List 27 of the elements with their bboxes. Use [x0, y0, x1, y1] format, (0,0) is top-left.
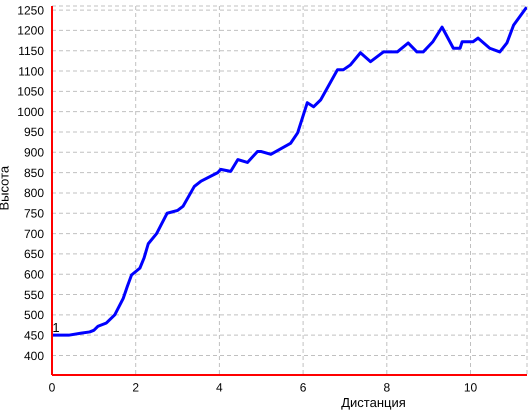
- y-tick-label: 1050: [17, 84, 44, 99]
- y-tick-label: 700: [24, 226, 44, 241]
- y-tick-label: 900: [24, 146, 44, 160]
- y-tick-label: 1000: [17, 104, 44, 119]
- x-axis-title: Дистанция: [341, 395, 406, 410]
- y-axis-title: Высота: [0, 165, 12, 210]
- y-tick-label: 600: [24, 267, 44, 282]
- y-tick-label: 1200: [17, 24, 44, 38]
- y-tick-label: 1150: [18, 44, 44, 58]
- y-tick-label: 400: [24, 348, 44, 363]
- y-tick-label: 500: [24, 308, 44, 322]
- y-tick-label: 450: [24, 328, 44, 342]
- y-tick-label: 850: [24, 166, 44, 180]
- y-tick-label: 1250: [17, 3, 44, 18]
- y-tick-label: 750: [24, 206, 44, 221]
- x-tick-label: 2: [132, 380, 140, 395]
- annotation: 1: [52, 320, 60, 336]
- y-tick-label: 550: [24, 288, 44, 302]
- y-tick-label: 1100: [18, 64, 44, 78]
- y-tick-label: 650: [24, 247, 44, 262]
- y-tick-label: 800: [24, 186, 44, 200]
- x-tick-label: 6: [300, 380, 307, 395]
- x-tick-label: 4: [216, 380, 224, 395]
- x-tick-label: 10: [464, 380, 478, 395]
- y-tick-label: 950: [24, 125, 44, 140]
- x-tick-label: 0: [48, 380, 56, 395]
- x-tick-label: 8: [383, 380, 390, 395]
